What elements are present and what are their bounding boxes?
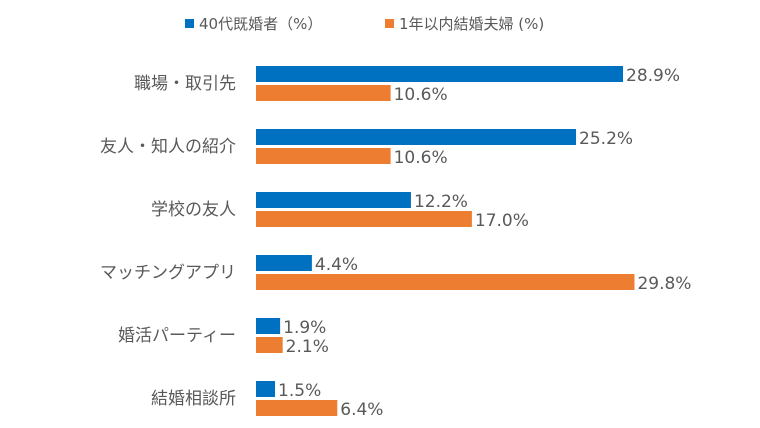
bar-1-1 — [256, 148, 391, 164]
legend-swatch-1 — [385, 19, 394, 28]
bar-1-2 — [256, 211, 472, 227]
bar-0-4 — [256, 318, 281, 334]
bar-1-3 — [256, 274, 635, 290]
category-label: 結婚相談所 — [151, 389, 236, 409]
bar-1-5 — [256, 400, 338, 416]
legend-label-0: 40代既婚者（%） — [199, 15, 322, 33]
data-label: 17.0% — [475, 211, 529, 231]
bar-1-0 — [256, 85, 391, 101]
data-label: 28.9% — [626, 66, 680, 86]
bar-1-4 — [256, 337, 283, 353]
bar-0-0 — [256, 66, 624, 82]
category-label: 職場・取引先 — [134, 74, 236, 94]
data-label: 6.4% — [340, 400, 383, 420]
category-label: 婚活パーティー — [118, 326, 236, 346]
bar-0-3 — [256, 255, 312, 271]
legend-label-1: 1年以内結婚夫婦 (%) — [399, 15, 544, 33]
category-label: 学校の友人 — [151, 200, 236, 220]
data-label: 1.9% — [283, 318, 326, 338]
category-label: 友人・知人の紹介 — [100, 137, 236, 157]
data-label: 12.2% — [414, 192, 468, 212]
data-label: 2.1% — [286, 337, 329, 357]
bar-0-2 — [256, 192, 411, 208]
bar-0-1 — [256, 129, 577, 145]
data-label: 4.4% — [315, 255, 358, 275]
data-label: 25.2% — [579, 129, 633, 149]
legend-swatch-0 — [185, 19, 194, 28]
data-label: 1.5% — [278, 381, 321, 401]
data-label: 10.6% — [394, 85, 448, 105]
data-label: 10.6% — [394, 148, 448, 168]
bar-0-5 — [256, 381, 276, 397]
data-label: 29.8% — [637, 274, 691, 294]
category-label: マッチングアプリ — [100, 263, 236, 283]
